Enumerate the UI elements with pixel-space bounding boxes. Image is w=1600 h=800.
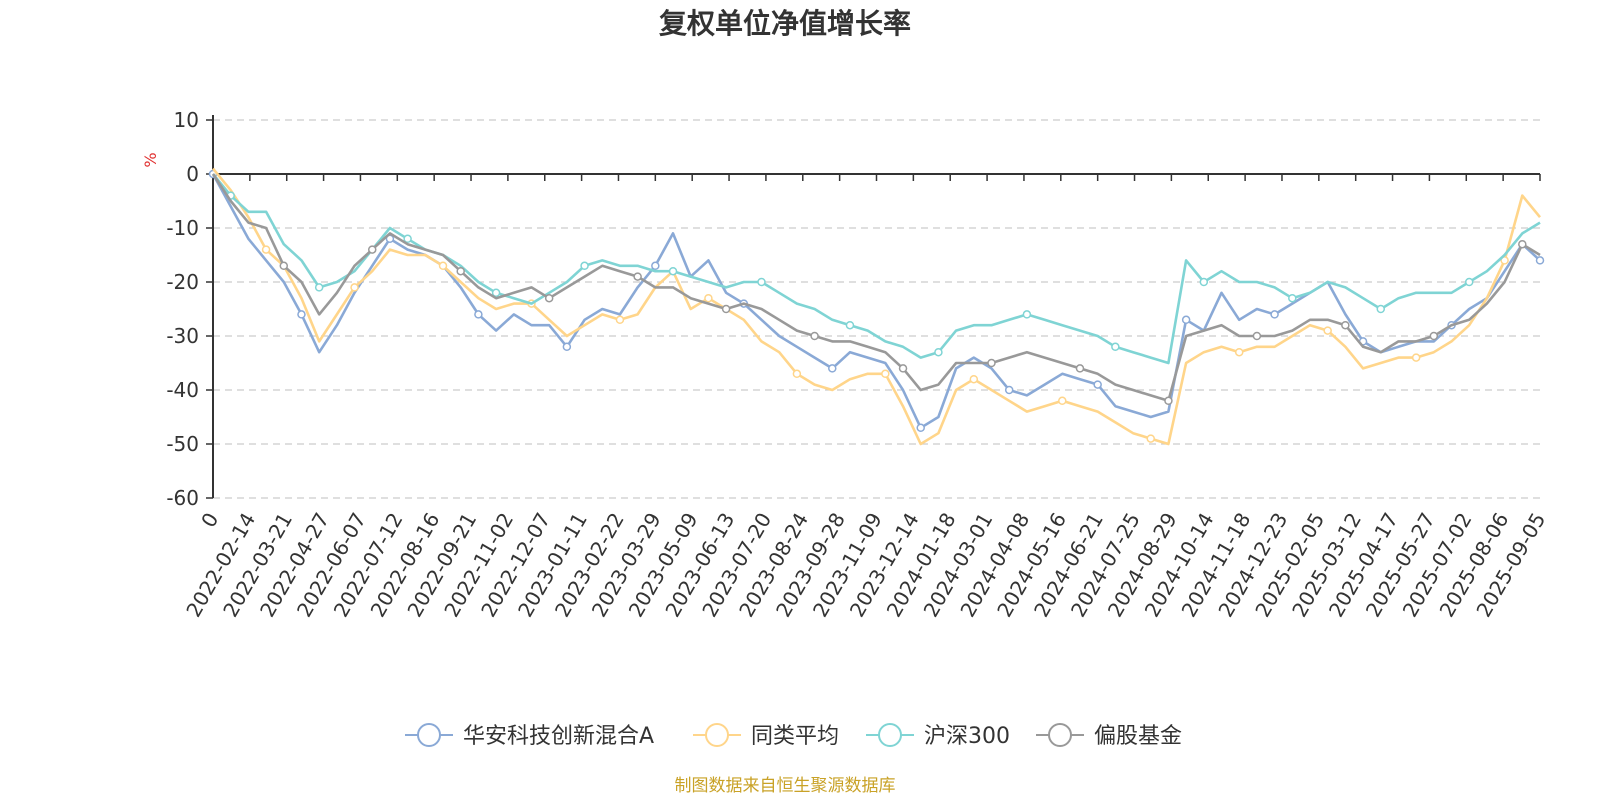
data-point <box>792 369 802 379</box>
y-tick-label: -60 <box>166 486 199 510</box>
source-note: 制图数据来自恒生聚源数据库 <box>675 776 896 796</box>
data-point <box>651 261 660 271</box>
y-tick-label: -20 <box>166 270 199 294</box>
data-point <box>580 261 589 271</box>
gridlines <box>213 119 1540 499</box>
data-point <box>704 293 713 303</box>
y-tick-label: -50 <box>166 432 199 456</box>
legend-item[interactable]: 同类平均 <box>693 723 839 749</box>
data-point <box>845 320 855 330</box>
data-point <box>1376 304 1386 314</box>
y-tick-label: 0 <box>186 162 199 186</box>
data-point <box>1004 385 1014 395</box>
legend-label: 同类平均 <box>751 724 839 749</box>
data-point <box>1288 293 1297 303</box>
data-point <box>1093 380 1102 389</box>
data-point <box>881 369 890 379</box>
series-lines <box>208 167 1545 446</box>
legend-circle-icon <box>878 723 902 747</box>
chart-title: 复权单位净值增长率 <box>659 7 911 40</box>
data-point <box>562 342 572 352</box>
legend-label: 沪深300 <box>924 724 1010 749</box>
data-point <box>1199 277 1209 287</box>
data-point <box>1146 434 1155 443</box>
data-point <box>615 315 625 325</box>
data-point <box>1411 353 1421 362</box>
data-point <box>491 288 501 298</box>
data-point <box>544 293 554 303</box>
data-point <box>828 364 837 373</box>
data-point <box>668 266 678 276</box>
data-point <box>1429 331 1439 341</box>
data-point <box>969 374 979 384</box>
data-point <box>987 358 996 368</box>
y-tick-label: -10 <box>166 216 199 240</box>
x-tick-label: 0 <box>196 509 223 532</box>
data-point <box>1058 396 1067 406</box>
legend-item[interactable]: 华安科技创新混合A <box>405 723 654 749</box>
data-point <box>456 266 465 276</box>
y-tick-label: -30 <box>166 324 199 348</box>
legend-item[interactable]: 偏股基金 <box>1036 723 1182 749</box>
data-point <box>1022 310 1032 319</box>
data-point <box>1164 396 1173 406</box>
data-point <box>1341 320 1350 330</box>
data-point <box>350 283 359 292</box>
data-point <box>810 331 819 341</box>
data-point <box>934 347 943 357</box>
legend-label: 偏股基金 <box>1094 724 1182 749</box>
data-point <box>385 234 395 244</box>
data-point <box>757 277 766 287</box>
data-point <box>1111 342 1120 352</box>
data-point <box>1234 347 1244 357</box>
data-point <box>474 310 483 319</box>
series-line-2 <box>211 173 1541 365</box>
legend-circle-icon <box>705 723 729 747</box>
legend-label: 华安科技创新混合A <box>463 724 654 749</box>
data-point <box>261 245 271 254</box>
data-point <box>898 364 908 373</box>
legend: 华安科技创新混合A 同类平均 沪深300 偏股基金 <box>405 723 1182 749</box>
data-point <box>1270 310 1279 319</box>
data-point <box>367 245 377 254</box>
data-point <box>1535 256 1545 265</box>
data-point <box>1323 326 1332 335</box>
data-point <box>279 261 289 271</box>
y-axis-ticks: 10 0 -10 -20 -30 -40 -50 -60 <box>166 108 213 510</box>
legend-circle-icon <box>1048 723 1072 747</box>
data-point <box>1518 239 1527 249</box>
data-point <box>721 304 731 314</box>
data-point <box>1500 256 1509 265</box>
data-point <box>297 310 306 319</box>
data-point <box>1181 315 1191 325</box>
data-point <box>403 234 412 244</box>
data-point <box>1464 277 1474 287</box>
data-point <box>314 283 324 292</box>
series-line-3 <box>211 173 1541 403</box>
data-point <box>633 272 642 281</box>
data-point <box>1252 331 1262 341</box>
legend-circle-icon <box>417 723 441 747</box>
y-axis-label: % <box>141 152 160 167</box>
series-line-1 <box>211 167 1542 446</box>
data-point <box>438 261 448 271</box>
y-tick-label: -40 <box>166 378 199 402</box>
y-tick-label: 10 <box>174 108 199 132</box>
legend-item[interactable]: 沪深300 <box>866 723 1010 749</box>
data-point <box>1075 364 1085 373</box>
data-point <box>916 423 925 433</box>
